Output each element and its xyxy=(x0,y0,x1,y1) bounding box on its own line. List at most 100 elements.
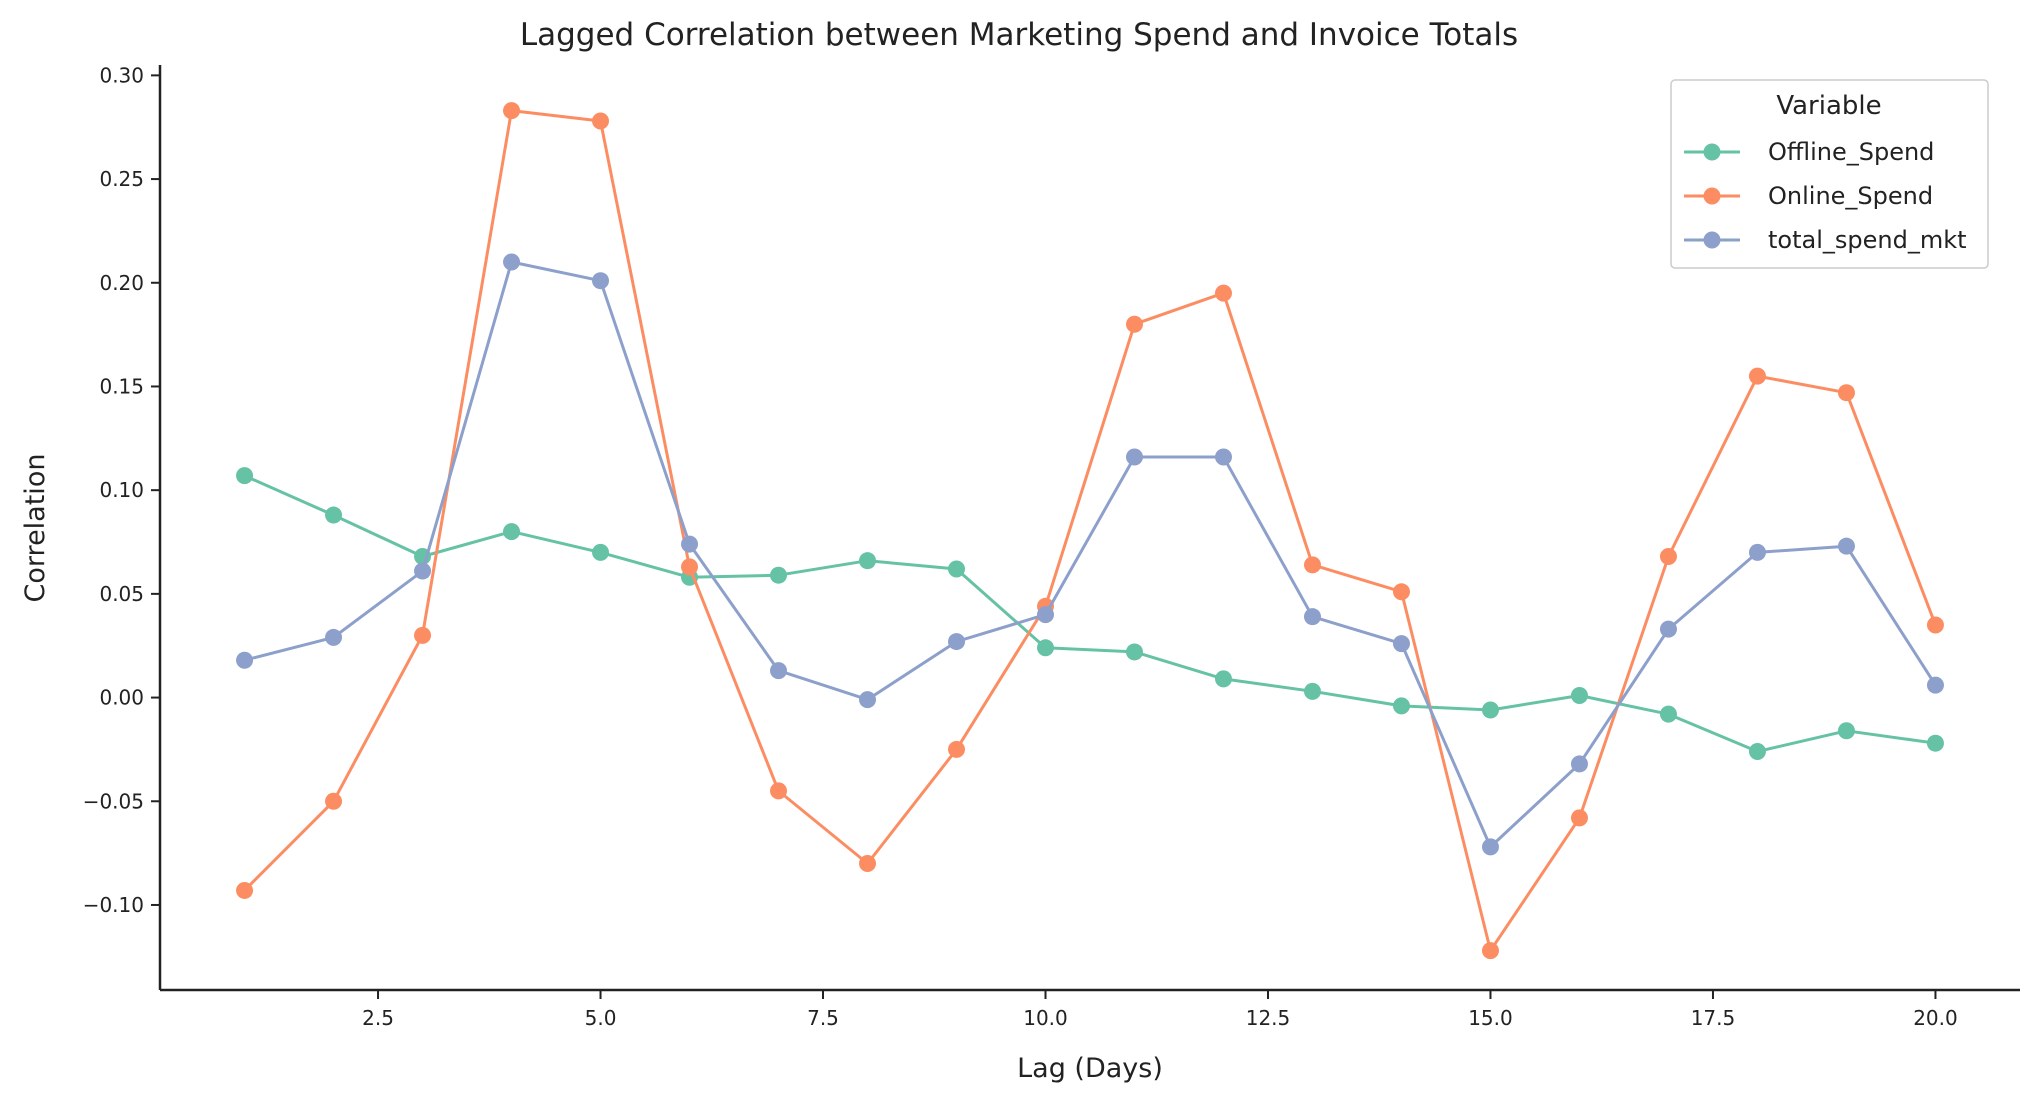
y-tick-label: −0.10 xyxy=(83,893,144,917)
chart-title: Lagged Correlation between Marketing Spe… xyxy=(520,17,1518,53)
data-point-total-spend-mkt xyxy=(948,633,966,651)
data-point-offline-spend xyxy=(503,523,521,541)
data-point-offline-spend xyxy=(1570,686,1588,704)
data-point-total-spend-mkt xyxy=(1037,606,1055,624)
series-line-offline-spend xyxy=(243,474,1936,753)
data-point-offline-spend xyxy=(1303,682,1321,700)
data-point-total-spend-mkt xyxy=(1926,676,1944,694)
x-tick-label: 2.5 xyxy=(362,1006,394,1030)
data-point-total-spend-mkt xyxy=(770,662,788,680)
y-tick-label: 0.15 xyxy=(99,374,144,398)
data-point-online-spend xyxy=(1392,583,1410,601)
data-point-offline-spend xyxy=(1748,742,1766,760)
data-point-total-spend-mkt xyxy=(1392,635,1410,653)
legend-swatch-marker xyxy=(1703,187,1721,205)
x-tick-label: 15.0 xyxy=(1468,1006,1513,1030)
data-point-offline-spend xyxy=(859,552,877,570)
legend-title: Variable xyxy=(1776,91,1881,121)
data-point-total-spend-mkt xyxy=(681,535,699,553)
data-point-total-spend-mkt xyxy=(325,628,343,646)
data-point-total-spend-mkt xyxy=(503,253,521,271)
data-point-online-spend xyxy=(1481,942,1499,960)
data-point-online-spend xyxy=(414,626,432,644)
data-point-online-spend xyxy=(770,782,788,800)
data-point-online-spend xyxy=(1303,556,1321,574)
legend-swatch-marker xyxy=(1703,143,1721,161)
data-point-offline-spend xyxy=(1837,722,1855,740)
data-point-online-spend xyxy=(859,854,877,872)
data-point-total-spend-mkt xyxy=(1303,608,1321,626)
data-point-offline-spend xyxy=(948,560,966,578)
data-point-online-spend xyxy=(681,558,699,576)
data-point-offline-spend xyxy=(592,543,610,561)
legend-label: Online_Spend xyxy=(1768,182,1933,210)
data-point-total-spend-mkt xyxy=(859,691,877,709)
data-point-online-spend xyxy=(592,112,610,130)
legend-item-online-spend: Online_Spend xyxy=(1684,182,1933,210)
y-tick-label: 0.05 xyxy=(99,582,144,606)
data-point-total-spend-mkt xyxy=(414,562,432,580)
data-point-online-spend xyxy=(1570,809,1588,827)
data-point-online-spend xyxy=(1837,384,1855,402)
data-point-online-spend xyxy=(1125,315,1143,333)
x-axis-ticks: 2.5 5.0 7.5 10.0 12.5 15.0 17.5 20.0 xyxy=(362,990,1958,1030)
legend-swatch-marker xyxy=(1703,231,1721,249)
x-tick-label: 17.5 xyxy=(1691,1006,1736,1030)
data-point-online-spend xyxy=(948,740,966,758)
data-point-offline-spend xyxy=(1392,697,1410,715)
y-tick-label: 0.10 xyxy=(99,478,144,502)
data-point-offline-spend xyxy=(1125,643,1143,661)
series-layer xyxy=(236,102,1944,960)
x-tick-label: 7.5 xyxy=(807,1006,839,1030)
data-point-total-spend-mkt xyxy=(1570,755,1588,773)
data-point-online-spend xyxy=(236,881,254,899)
legend-label: total_spend_mkt xyxy=(1768,226,1967,254)
data-point-total-spend-mkt xyxy=(1125,448,1143,466)
series-line-online-spend xyxy=(243,109,1937,953)
y-tick-label: 0.00 xyxy=(99,686,144,710)
data-point-total-spend-mkt xyxy=(1481,838,1499,856)
data-point-offline-spend xyxy=(770,566,788,584)
data-point-online-spend xyxy=(325,792,343,810)
data-point-online-spend xyxy=(1659,548,1677,566)
legend-label: Offline_Spend xyxy=(1768,138,1934,166)
data-point-total-spend-mkt xyxy=(236,651,254,669)
data-point-offline-spend xyxy=(1659,705,1677,723)
legend-item-total-spend-mkt: total_spend_mkt xyxy=(1684,226,1967,254)
data-point-online-spend xyxy=(1926,616,1944,634)
series-line-total-spend-mkt xyxy=(244,260,1937,849)
y-tick-label: −0.05 xyxy=(83,789,144,813)
data-point-offline-spend xyxy=(1214,670,1232,688)
series-offline-spend xyxy=(236,467,1944,760)
x-tick-label: 10.0 xyxy=(1023,1006,1068,1030)
y-axis-label: Correlation xyxy=(20,454,51,603)
data-point-total-spend-mkt xyxy=(592,272,610,290)
x-tick-label: 20.0 xyxy=(1913,1006,1958,1030)
data-point-total-spend-mkt xyxy=(1659,620,1677,638)
x-tick-label: 12.5 xyxy=(1246,1006,1291,1030)
legend-item-offline-spend: Offline_Spend xyxy=(1684,138,1934,166)
data-point-online-spend xyxy=(1748,367,1766,385)
data-point-total-spend-mkt xyxy=(1837,537,1855,555)
data-point-offline-spend xyxy=(1037,639,1055,657)
series-online-spend xyxy=(236,102,1944,960)
legend-items: Offline_Spend Online_Spend total_spend_mkt xyxy=(1684,138,1967,254)
x-axis-label: Lag (Days) xyxy=(1017,1053,1163,1084)
series-total-spend-mkt xyxy=(236,253,1944,856)
y-tick-label: 0.30 xyxy=(99,63,144,87)
legend: Variable Offline_Spend Online_Spend total_… xyxy=(1670,79,1989,269)
data-point-offline-spend xyxy=(1481,701,1499,719)
plot-area: 2.5 5.0 7.5 10.0 12.5 15.0 17.5 20.0 −0.10 −0.05… xyxy=(83,63,2020,1030)
data-point-offline-spend xyxy=(1926,734,1944,752)
data-point-offline-spend xyxy=(236,467,254,485)
data-point-online-spend xyxy=(503,102,521,120)
data-point-offline-spend xyxy=(325,506,343,524)
data-point-total-spend-mkt xyxy=(1214,448,1232,466)
y-tick-label: 0.20 xyxy=(99,271,144,295)
data-point-total-spend-mkt xyxy=(1748,543,1766,561)
legend-box xyxy=(1670,79,1989,269)
y-axis-ticks: −0.10 −0.05 0.00 0.05 0.10 0.15 0.20 0.25 0.30 xyxy=(83,63,160,917)
x-tick-label: 5.0 xyxy=(585,1006,617,1030)
data-point-online-spend xyxy=(1214,284,1232,302)
